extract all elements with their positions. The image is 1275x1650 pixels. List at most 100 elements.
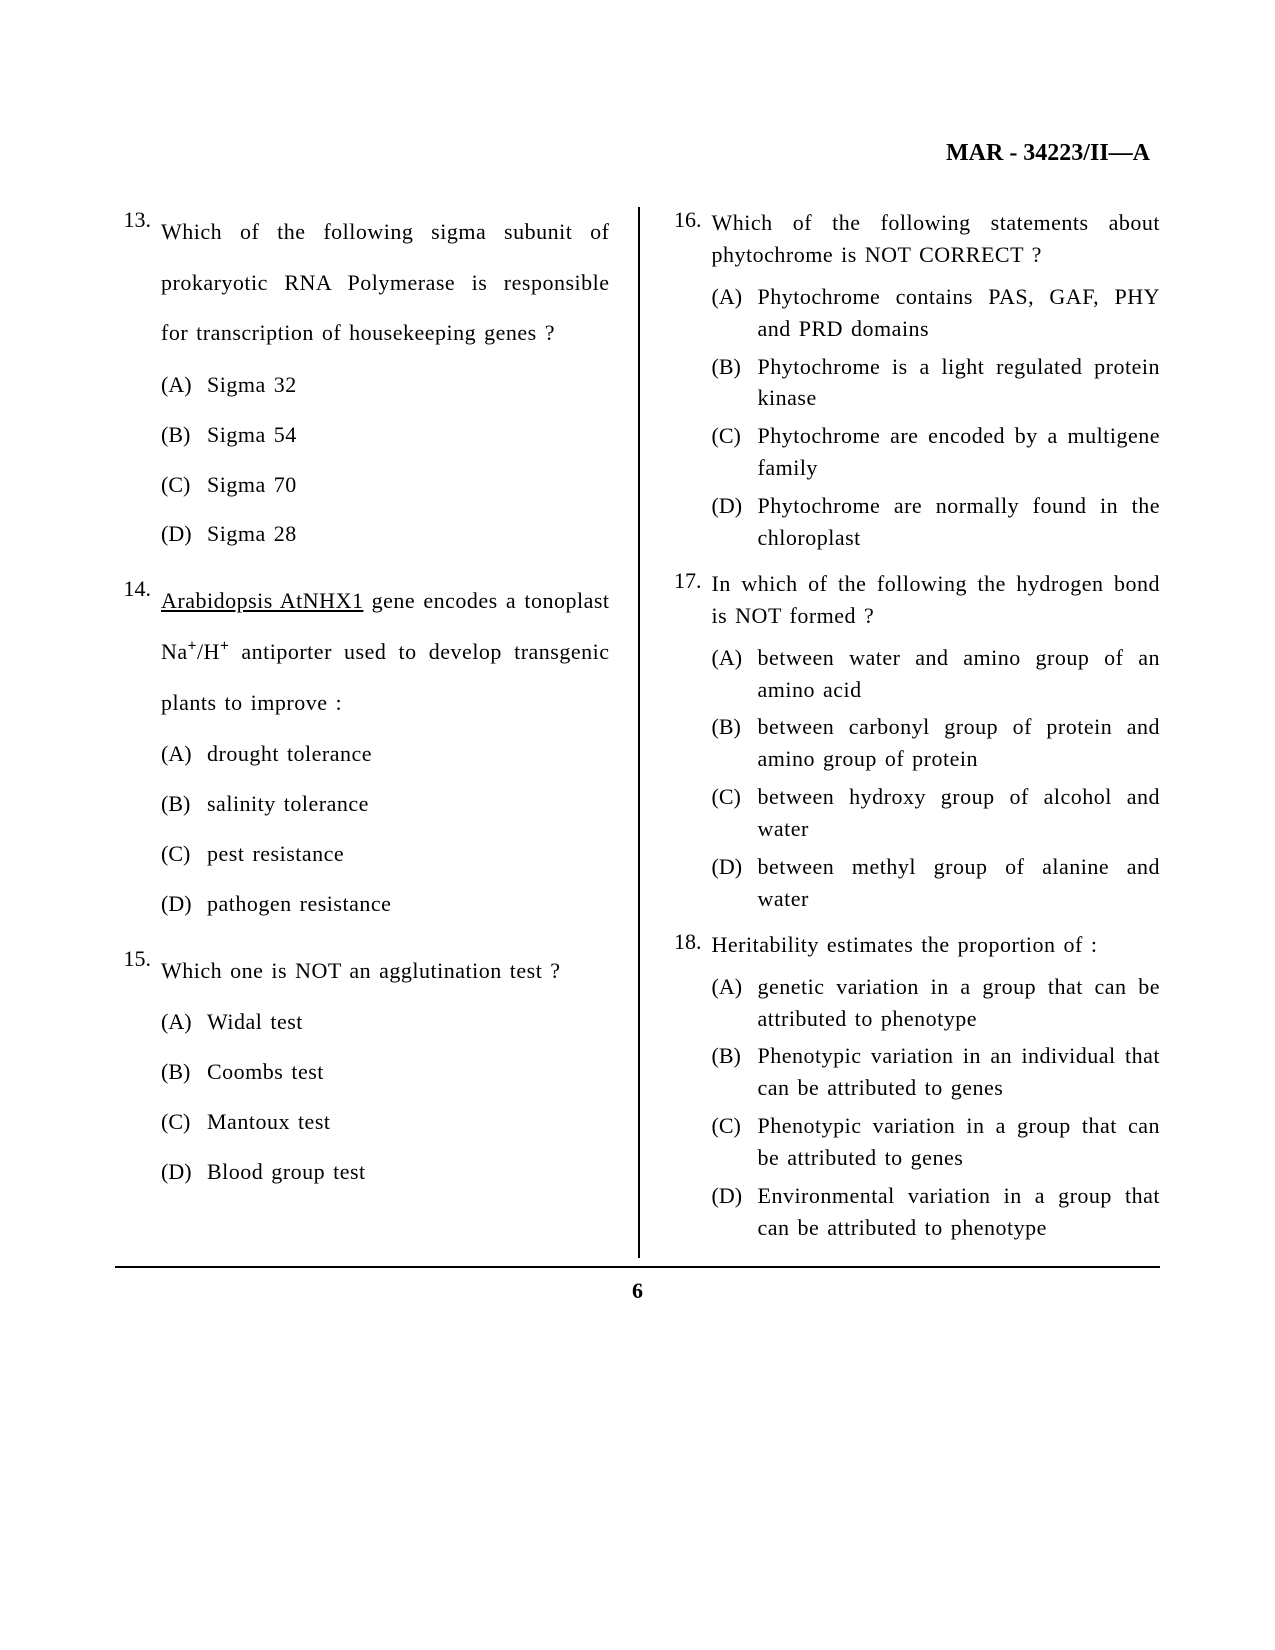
option: (B)Coombs test bbox=[161, 1056, 610, 1088]
option-text: Phenotypic variation in a group that can… bbox=[758, 1110, 1161, 1174]
options-list: (A)genetic variation in a group that can… bbox=[712, 971, 1161, 1244]
option-text: Environmental variation in a group that … bbox=[758, 1180, 1161, 1244]
option-label: (A) bbox=[161, 738, 207, 770]
option-text: between carbonyl group of protein and am… bbox=[758, 711, 1161, 775]
option-text: drought tolerance bbox=[207, 738, 610, 770]
option-text: Coombs test bbox=[207, 1056, 610, 1088]
options-list: (A)between water and amino group of an a… bbox=[712, 642, 1161, 915]
question-columns: 13.Which of the following sigma subunit … bbox=[115, 207, 1160, 1258]
option-label: (B) bbox=[712, 1040, 758, 1104]
option-text: Sigma 32 bbox=[207, 369, 610, 401]
option-label: (D) bbox=[161, 1156, 207, 1188]
option-text: genetic variation in a group that can be… bbox=[758, 971, 1161, 1035]
option: (A)Widal test bbox=[161, 1006, 610, 1038]
option-label: (A) bbox=[712, 971, 758, 1035]
option: (C)Sigma 70 bbox=[161, 469, 610, 501]
option-text: Phytochrome is a light regulated protein… bbox=[758, 351, 1161, 415]
option: (C)Phytochrome are encoded by a multigen… bbox=[712, 420, 1161, 484]
column-divider bbox=[638, 207, 640, 1258]
question-number: 14. bbox=[115, 576, 161, 937]
option: (B)between carbonyl group of protein and… bbox=[712, 711, 1161, 775]
option-text: Phytochrome are encoded by a multigene f… bbox=[758, 420, 1161, 484]
option: (D)pathogen resistance bbox=[161, 888, 610, 920]
question-text: Which of the following sigma subunit of … bbox=[161, 207, 610, 359]
question-text: In which of the following the hydrogen b… bbox=[712, 568, 1161, 632]
option-label: (D) bbox=[712, 851, 758, 915]
option: (A)Sigma 32 bbox=[161, 369, 610, 401]
option-label: (C) bbox=[712, 420, 758, 484]
left-column: 13.Which of the following sigma subunit … bbox=[115, 207, 638, 1258]
option: (C)between hydroxy group of alcohol and … bbox=[712, 781, 1161, 845]
option-label: (B) bbox=[161, 419, 207, 451]
option-label: (D) bbox=[161, 888, 207, 920]
option: (D)Environmental variation in a group th… bbox=[712, 1180, 1161, 1244]
bottom-rule bbox=[115, 1266, 1160, 1268]
option-text: between hydroxy group of alcohol and wat… bbox=[758, 781, 1161, 845]
option: (C)Phenotypic variation in a group that … bbox=[712, 1110, 1161, 1174]
question-text: Arabidopsis AtNHX1 gene encodes a tonopl… bbox=[161, 576, 610, 728]
question-body: Which one is NOT an agglutination test ?… bbox=[161, 946, 610, 1206]
option: (B)Phenotypic variation in an individual… bbox=[712, 1040, 1161, 1104]
question-number: 17. bbox=[666, 568, 712, 921]
question-text: Heritability estimates the proportion of… bbox=[712, 929, 1161, 961]
question-number: 15. bbox=[115, 946, 161, 1206]
option-text: Phenotypic variation in an individual th… bbox=[758, 1040, 1161, 1104]
question-body: Heritability estimates the proportion of… bbox=[712, 929, 1161, 1250]
option-label: (B) bbox=[161, 788, 207, 820]
right-column: 16.Which of the following statements abo… bbox=[638, 207, 1161, 1258]
option-text: Sigma 28 bbox=[207, 518, 610, 550]
question: 16.Which of the following statements abo… bbox=[666, 207, 1161, 560]
question-number: 18. bbox=[666, 929, 712, 1250]
question-body: Arabidopsis AtNHX1 gene encodes a tonopl… bbox=[161, 576, 610, 937]
option-label: (C) bbox=[712, 1110, 758, 1174]
option-label: (A) bbox=[712, 642, 758, 706]
option-label: (B) bbox=[712, 351, 758, 415]
option-label: (D) bbox=[161, 518, 207, 550]
question-body: Which of the following sigma subunit of … bbox=[161, 207, 610, 568]
option: (D)Phytochrome are normally found in the… bbox=[712, 490, 1161, 554]
options-list: (A)Phytochrome contains PAS, GAF, PHY an… bbox=[712, 281, 1161, 554]
option-label: (C) bbox=[712, 781, 758, 845]
question-body: In which of the following the hydrogen b… bbox=[712, 568, 1161, 921]
option-text: Phytochrome are normally found in the ch… bbox=[758, 490, 1161, 554]
options-list: (A)drought tolerance(B)salinity toleranc… bbox=[161, 738, 610, 920]
option-label: (C) bbox=[161, 838, 207, 870]
option: (D)Sigma 28 bbox=[161, 518, 610, 550]
question: 14.Arabidopsis AtNHX1 gene encodes a ton… bbox=[115, 576, 610, 937]
question: 17.In which of the following the hydroge… bbox=[666, 568, 1161, 921]
question: 15.Which one is NOT an agglutination tes… bbox=[115, 946, 610, 1206]
option-text: Sigma 54 bbox=[207, 419, 610, 451]
option: (B)Phytochrome is a light regulated prot… bbox=[712, 351, 1161, 415]
option-text: Mantoux test bbox=[207, 1106, 610, 1138]
option-text: pathogen resistance bbox=[207, 888, 610, 920]
option: (D)between methyl group of alanine and w… bbox=[712, 851, 1161, 915]
question-text: Which one is NOT an agglutination test ? bbox=[161, 946, 610, 997]
option-text: between methyl group of alanine and wate… bbox=[758, 851, 1161, 915]
option-text: between water and amino group of an amin… bbox=[758, 642, 1161, 706]
option-text: Blood group test bbox=[207, 1156, 610, 1188]
question: 18.Heritability estimates the proportion… bbox=[666, 929, 1161, 1250]
page-number: 6 bbox=[115, 1278, 1160, 1304]
option: (A)drought tolerance bbox=[161, 738, 610, 770]
option-label: (D) bbox=[712, 490, 758, 554]
options-list: (A)Sigma 32(B)Sigma 54(C)Sigma 70(D)Sigm… bbox=[161, 369, 610, 551]
option: (A)between water and amino group of an a… bbox=[712, 642, 1161, 706]
option-label: (C) bbox=[161, 1106, 207, 1138]
option-text: pest resistance bbox=[207, 838, 610, 870]
option-label: (B) bbox=[712, 711, 758, 775]
option: (D)Blood group test bbox=[161, 1156, 610, 1188]
option: (B)salinity tolerance bbox=[161, 788, 610, 820]
option-label: (B) bbox=[161, 1056, 207, 1088]
option-text: Widal test bbox=[207, 1006, 610, 1038]
option: (C)Mantoux test bbox=[161, 1106, 610, 1138]
option: (A)genetic variation in a group that can… bbox=[712, 971, 1161, 1035]
question: 13.Which of the following sigma subunit … bbox=[115, 207, 610, 568]
option-label: (D) bbox=[712, 1180, 758, 1244]
question-text: Which of the following statements about … bbox=[712, 207, 1161, 271]
question-body: Which of the following statements about … bbox=[712, 207, 1161, 560]
question-number: 13. bbox=[115, 207, 161, 568]
option-label: (C) bbox=[161, 469, 207, 501]
option-label: (A) bbox=[161, 369, 207, 401]
option-text: salinity tolerance bbox=[207, 788, 610, 820]
option: (A)Phytochrome contains PAS, GAF, PHY an… bbox=[712, 281, 1161, 345]
